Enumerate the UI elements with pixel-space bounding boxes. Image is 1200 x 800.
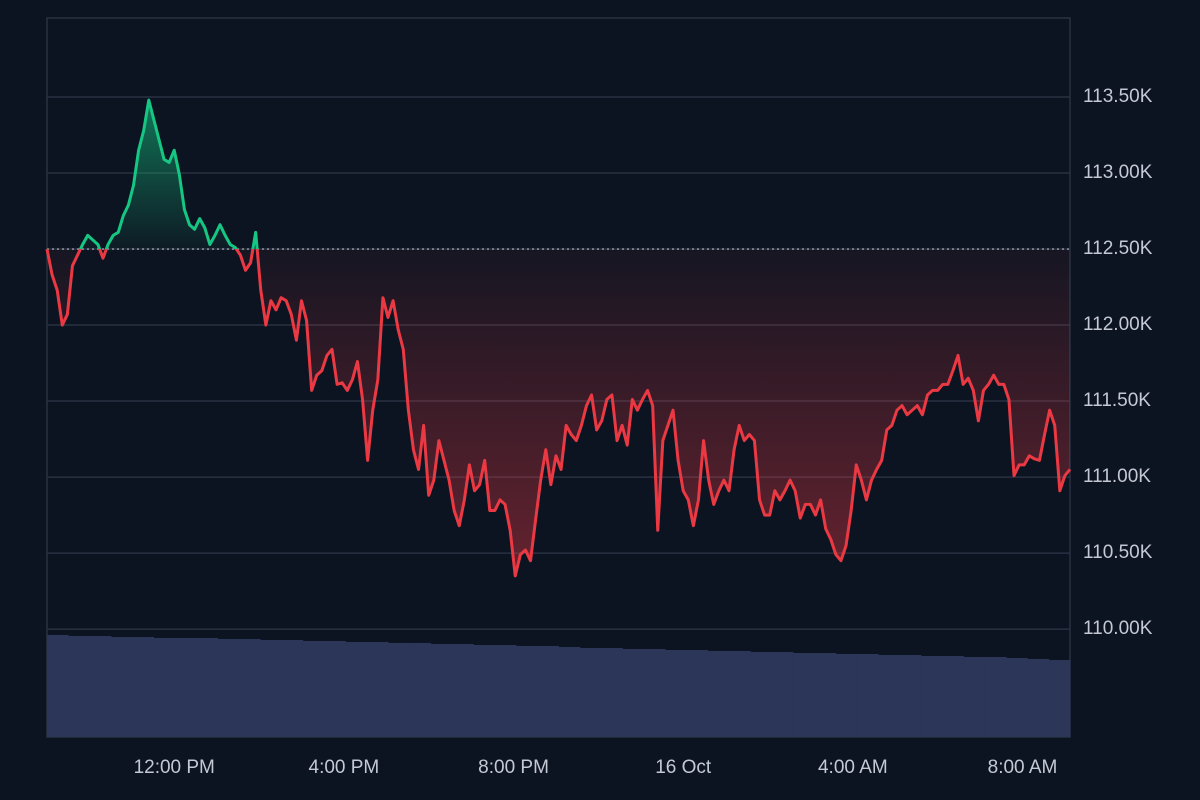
area-fill [47,100,1070,576]
y-tick-label: 111.50K [1083,390,1151,411]
volume-bar [558,647,581,737]
volume-bar [579,648,602,737]
volume-bar [47,635,69,737]
volume-bar [984,657,1007,737]
y-tick-label: 112.00K [1083,314,1153,335]
x-tick-label: 8:00 AM [988,757,1058,778]
volume-bar [686,650,709,737]
volume-bar [451,644,474,737]
volume-bar [771,652,794,737]
volume-bar [260,640,282,737]
y-tick-label: 111.00K [1083,466,1151,487]
y-tick-label: 110.50K [1083,542,1153,563]
volume-bar [920,656,943,737]
y-tick-label: 113.50K [1083,86,1153,107]
volume-bar [324,641,346,737]
volume-bar [132,637,155,737]
volume-bar [174,638,197,737]
volume-bar [729,651,751,737]
volume-bar [899,655,922,737]
volume-bar [537,646,559,737]
volume-bar [601,648,623,737]
volume-bar [750,652,773,737]
volume-bar [792,653,815,737]
volume-bar [622,649,645,737]
x-tick-label: 4:00 AM [818,757,888,778]
volume-bar [238,639,261,737]
x-tick-label: 4:00 PM [309,757,380,778]
volume-bar [856,654,879,737]
volume-bar [643,649,666,737]
volume-bar [494,645,517,737]
volume-bar [515,646,538,737]
volume-bar [217,639,240,737]
volume-bar [89,636,112,737]
volume-bar [302,641,325,737]
volume-bar [281,640,304,737]
y-tick-label: 113.00K [1083,162,1153,183]
volume-bar [1048,660,1071,737]
price-line [45,98,1072,578]
x-tick-label: 16 Oct [655,757,712,778]
volume-bar [707,651,730,737]
x-tick-label: 8:00 PM [478,757,549,778]
x-tick-label: 12:00 PM [134,757,215,778]
volume-bar [473,645,496,737]
volume-bar [110,637,133,737]
volume-bar [814,653,837,737]
volume-bar [388,643,410,737]
volume-bar [1006,658,1028,737]
volume-bar [942,656,964,737]
volume-bar [963,657,986,737]
y-tick-label: 110.00K [1083,618,1153,639]
y-tick-label: 112.50K [1083,238,1153,259]
volume-bar [878,655,900,737]
volume-bar [196,638,218,737]
volume-bar [430,644,453,737]
volume-bar [409,643,432,737]
volume-bar [345,642,368,737]
volume-bar [153,638,176,737]
volume-bar [665,650,687,737]
volume-bar [68,636,91,737]
volume-bar [835,654,858,737]
volume-bar [366,642,389,737]
volume-bar [1027,659,1050,737]
